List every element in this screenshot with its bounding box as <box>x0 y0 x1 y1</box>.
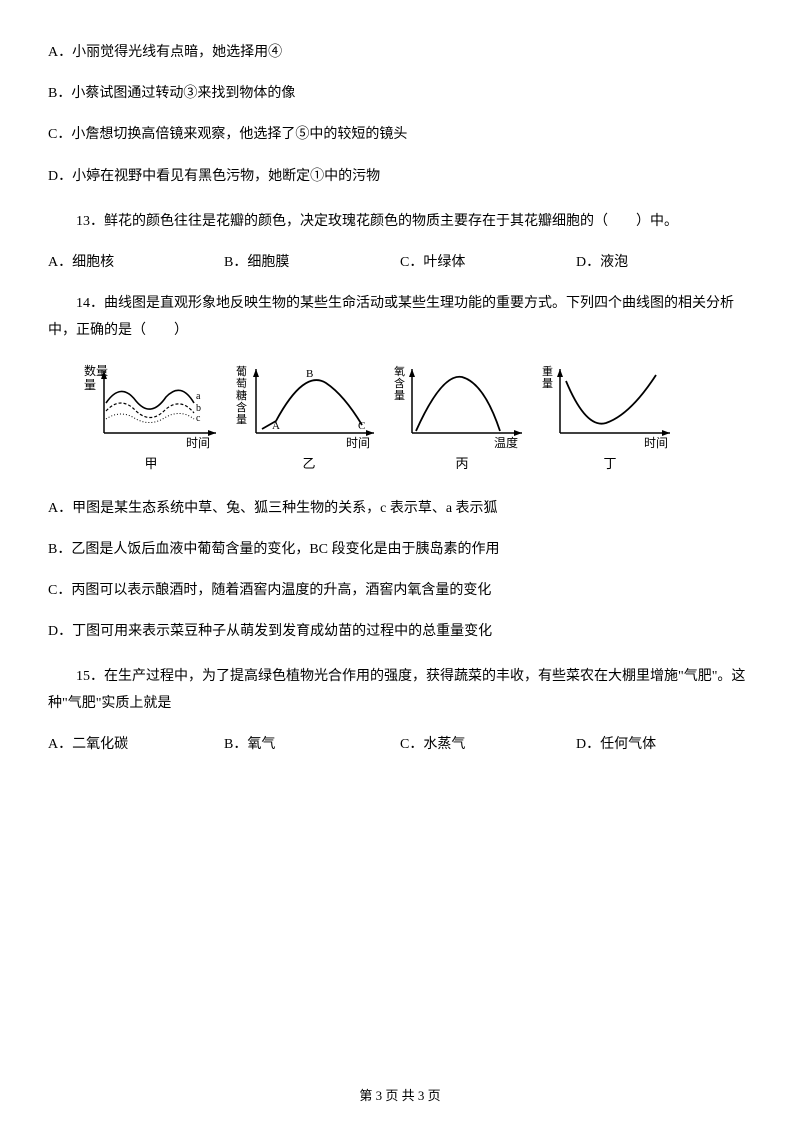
q14-option-c: C．丙图可以表示酿酒时，随着酒窖内温度的升高，酒窖内氧含量的变化 <box>48 578 752 603</box>
q13-option-c: C．叶绿体 <box>400 251 576 271</box>
chart-ding-label: 丁 <box>540 453 680 472</box>
q13-option-d: D．液泡 <box>576 251 752 271</box>
q13-options: A．细胞核 B．细胞膜 C．叶绿体 D．液泡 <box>48 251 752 271</box>
q12-option-b: B．小蔡试图通过转动③来找到物体的像 <box>48 81 752 106</box>
q14-stem: 14．曲线图是直观形象地反映生物的某些生命活动或某些生理功能的重要方式。下列四个… <box>48 291 752 344</box>
q15-stem: 15．在生产过程中，为了提高绿色植物光合作用的强度，获得蔬菜的丰收，有些菜农在大… <box>48 664 752 717</box>
chart-jia-svg: 数量 量 a b c 时间 <box>76 361 226 451</box>
q14-option-d: D．丁图可用来表示菜豆种子从萌发到发育成幼苗的过程中的总重量变化 <box>48 619 752 644</box>
chart-jia-curve-a: a <box>196 391 201 402</box>
q14-option-b: B．乙图是人饭后血液中葡萄含量的变化，BC 段变化是由于胰岛素的作用 <box>48 537 752 562</box>
q12-option-d: D．小婷在视野中看见有黑色污物，她断定①中的污物 <box>48 164 752 189</box>
q13-option-a: A．细胞核 <box>48 251 224 271</box>
chart-yi: 葡 萄 糖 含 量 A B C 时间 乙 <box>234 361 384 472</box>
chart-jia-ylabel2: 量 <box>84 378 96 392</box>
chart-yi-point-c: C <box>358 420 365 432</box>
q13-option-b: B．细胞膜 <box>224 251 400 271</box>
q15-option-a: A．二氧化碳 <box>48 733 224 753</box>
chart-yi-ylabel3: 糖 <box>236 388 247 402</box>
chart-jia-curve-c: c <box>196 413 201 424</box>
chart-bing-ylabel3: 量 <box>394 389 405 402</box>
chart-yi-ylabel1: 葡 <box>236 365 247 378</box>
chart-bing-ylabel1: 氧 <box>394 364 405 378</box>
q14-option-a: A．甲图是某生态系统中草、兔、狐三种生物的关系，c 表示草、a 表示狐 <box>48 496 752 521</box>
chart-yi-svg: 葡 萄 糖 含 量 A B C 时间 <box>234 361 384 451</box>
chart-bing-svg: 氧 含 量 温度 <box>392 361 532 451</box>
chart-ding-ylabel1: 重 <box>542 364 553 378</box>
q15-option-b: B．氧气 <box>224 733 400 753</box>
q14-charts: 数量 量 a b c 时间 甲 葡 萄 糖 含 量 A <box>76 361 752 472</box>
chart-bing: 氧 含 量 温度 丙 <box>392 361 532 472</box>
page-footer: 第 3 页 共 3 页 <box>0 1085 800 1104</box>
chart-yi-xlabel: 时间 <box>346 436 370 450</box>
q12-option-a: A．小丽觉得光线有点暗，她选择用④ <box>48 40 752 65</box>
chart-ding-svg: 重 量 时间 <box>540 361 680 451</box>
q13-stem: 13．鲜花的颜色往往是花瓣的颜色，决定玫瑰花颜色的物质主要存在于其花瓣细胞的（ … <box>48 209 752 236</box>
q12-option-c: C．小詹想切换高倍镜来观察，他选择了⑤中的较短的镜头 <box>48 122 752 147</box>
q15-options: A．二氧化碳 B．氧气 C．水蒸气 D．任何气体 <box>48 733 752 753</box>
chart-ding: 重 量 时间 丁 <box>540 361 680 472</box>
chart-ding-xlabel: 时间 <box>644 436 668 450</box>
chart-yi-ylabel2: 萄 <box>236 377 247 390</box>
chart-bing-xlabel: 温度 <box>494 435 518 450</box>
chart-jia: 数量 量 a b c 时间 甲 <box>76 361 226 472</box>
chart-yi-point-b: B <box>306 368 313 380</box>
chart-yi-ylabel5: 量 <box>236 413 247 426</box>
chart-bing-ylabel2: 含 <box>394 376 405 390</box>
chart-yi-point-a: A <box>272 420 280 432</box>
chart-bing-label: 丙 <box>392 453 532 472</box>
q15-option-c: C．水蒸气 <box>400 733 576 753</box>
chart-jia-label: 甲 <box>76 453 226 472</box>
chart-yi-ylabel4: 含 <box>236 400 247 414</box>
chart-ding-ylabel2: 量 <box>542 377 553 390</box>
chart-jia-xlabel: 时间 <box>186 436 210 450</box>
q15-option-d: D．任何气体 <box>576 733 752 753</box>
chart-yi-label: 乙 <box>234 453 384 472</box>
